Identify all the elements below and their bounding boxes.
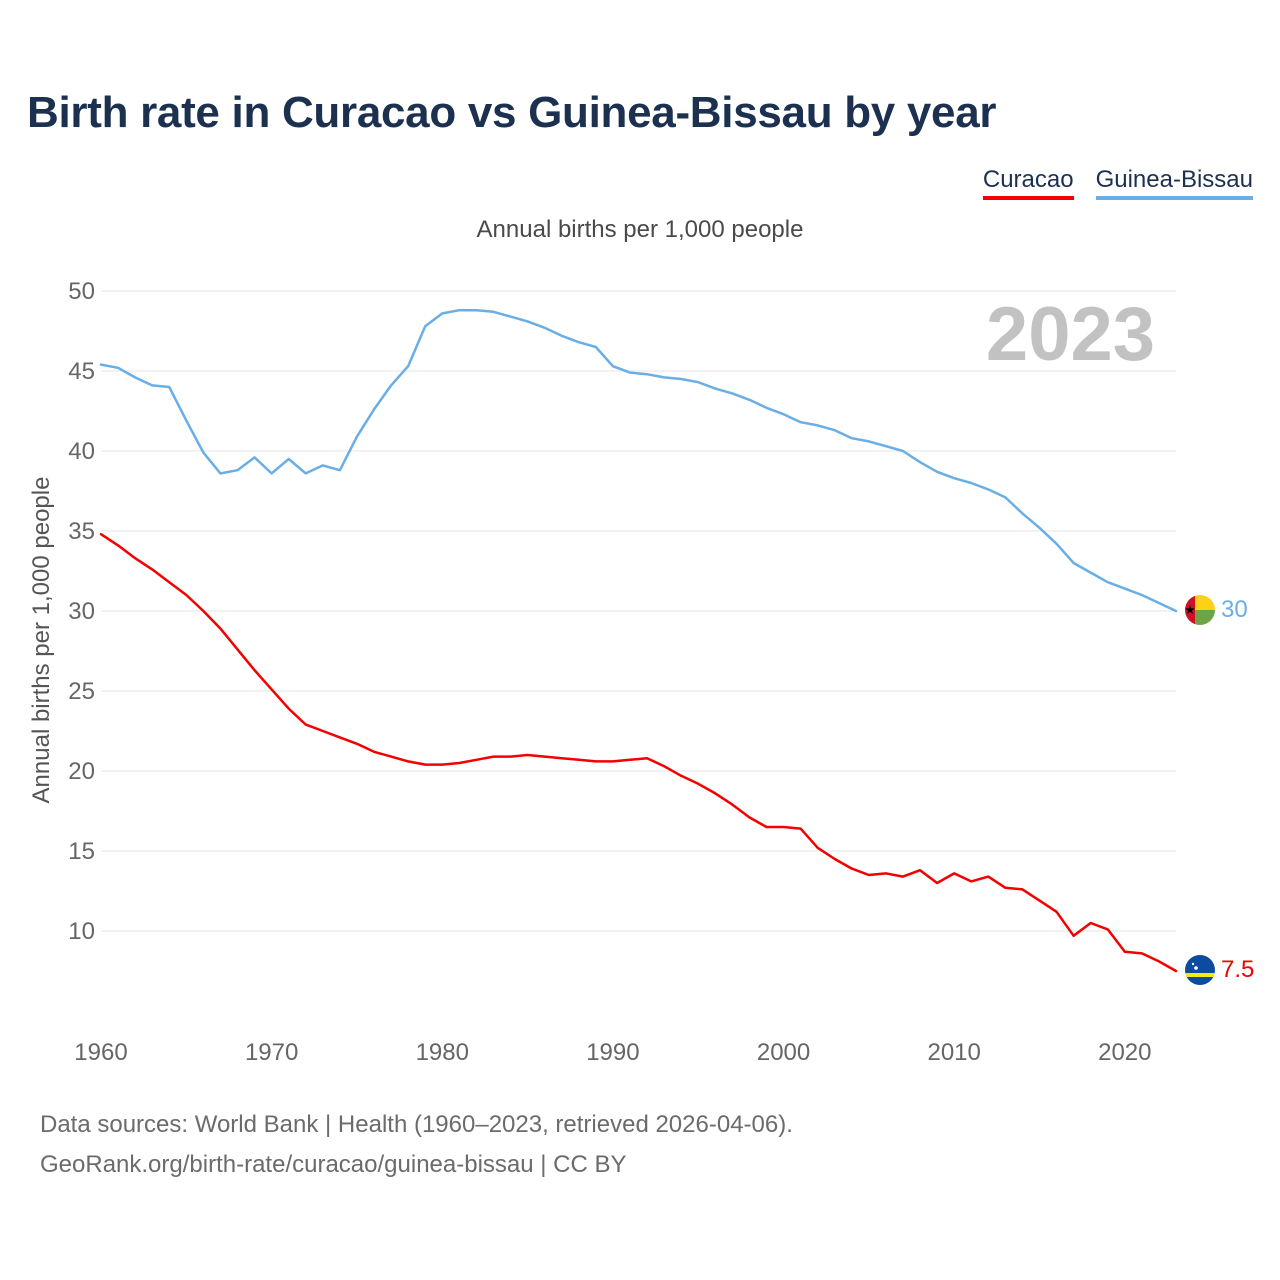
x-tick-label: 2020 [1098, 1039, 1151, 1066]
legend-item-curacao[interactable]: Curacao [982, 166, 1074, 200]
legend-item-guinea-bissau[interactable]: Guinea-Bissau [1095, 166, 1253, 200]
y-tick-label: 20 [68, 758, 95, 785]
chart-title: Birth rate in Curacao vs Guinea-Bissau b… [27, 88, 997, 137]
y-tick-label: 10 [68, 918, 95, 945]
curacao-flag-icon [1185, 955, 1215, 985]
end-label-guinea-bissau: 30 [1221, 596, 1248, 623]
y-tick-label: 50 [68, 278, 95, 305]
y-tick-label: 15 [68, 838, 95, 865]
footer-link[interactable]: GeoRank.org/birth-rate/curacao/guinea-bi… [40, 1151, 627, 1178]
x-tick-label: 1990 [586, 1039, 639, 1066]
legend: Curacao Guinea-Bissau [982, 166, 1253, 200]
series-line-guinea-bissau[interactable] [99, 308, 1178, 613]
guinea-bissau-flag-icon [1185, 595, 1215, 625]
chart-subtitle: Annual births per 1,000 people [476, 216, 804, 243]
x-tick-label: 1960 [74, 1039, 127, 1066]
x-tick-label: 2010 [927, 1039, 980, 1066]
end-label-curacao: 7.5 [1221, 956, 1254, 983]
y-tick-label: 35 [68, 518, 95, 545]
x-tick-label: 2000 [757, 1039, 810, 1066]
y-tick-label: 25 [68, 678, 95, 705]
footer: Data sources: World Bank | Health (1960–… [40, 1105, 793, 1185]
y-tick-label: 45 [68, 358, 95, 385]
footer-sources: Data sources: World Bank | Health (1960–… [40, 1111, 793, 1138]
x-tick-label: 1970 [245, 1039, 298, 1066]
x-tick-label: 1980 [416, 1039, 469, 1066]
y-tick-label: 40 [68, 438, 95, 465]
y-tick-label: 30 [68, 598, 95, 625]
year-badge: 2023 [986, 292, 1155, 377]
series-line-curacao[interactable] [99, 532, 1178, 973]
